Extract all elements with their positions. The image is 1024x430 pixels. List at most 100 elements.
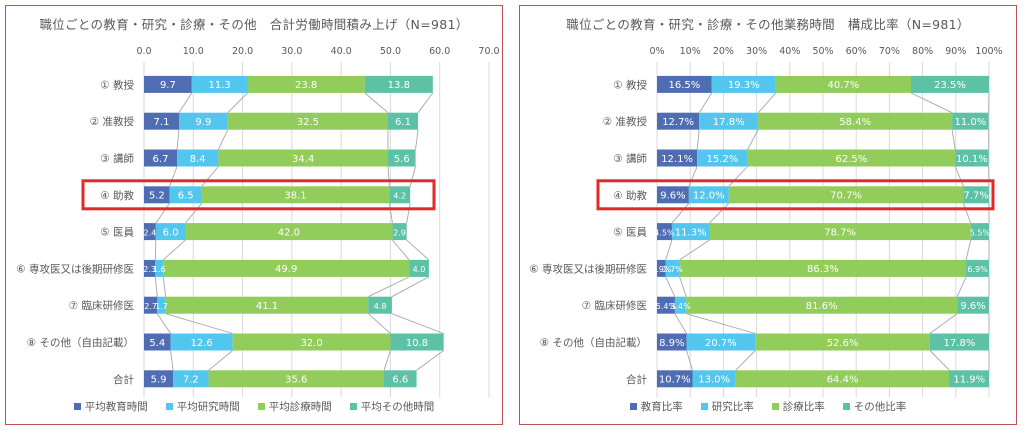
connector-line [709,202,730,224]
bar-clinical [775,75,911,93]
legend-label: その他比率 [853,401,907,413]
data-label: 8.9% [659,338,684,349]
connector-line [409,166,416,187]
bar-other [929,333,989,351]
data-label: 3.4% [670,302,691,311]
data-label: 9.9 [195,117,211,128]
data-label: 35.6 [285,375,307,386]
bar-other [970,223,989,241]
legend-label: 平均診療時間 [268,401,332,413]
data-label: 2.7% [662,265,683,274]
data-label: 15.2% [707,154,739,165]
data-label: 12.6 [191,338,213,349]
connector-line [155,203,170,224]
connector-line [176,129,180,150]
data-label: 6.0 [163,227,179,238]
connector-line [368,276,410,298]
connector-line [963,203,972,224]
data-label: 41.1 [256,301,278,312]
connector-line [671,203,690,224]
bar-other [368,296,392,314]
category-label: ⑥ 専攻医又は後期研修医 [529,262,647,275]
legend-label: 平均教育時間 [84,401,148,413]
category-label: ① 教授 [613,78,647,91]
x-tick-label: 80% [912,46,933,57]
connector-line [201,166,219,187]
connector-line [951,129,956,150]
connector-line [178,92,193,113]
category-label: ⑤ 医員 [100,227,134,239]
x-tick-label: 20% [713,46,734,57]
connector-line [686,350,693,371]
connector-line [910,92,953,114]
data-label: 4.8 [374,302,387,311]
legend-swatch [700,403,708,410]
bar-clinical [709,223,971,241]
connector-line [185,203,203,224]
category-label: ⑧ その他（自由記載） [540,336,647,349]
bar-research [692,370,736,388]
connector-line [665,239,673,261]
bar-clinical [208,370,385,388]
data-label: 58.4% [839,117,871,128]
bar-clinical [247,75,365,93]
data-label: 12.7% [662,117,694,128]
x-tick-label: 40.0 [331,46,352,57]
bar-other [390,333,444,351]
connector-line [417,92,434,113]
connector-line [665,276,676,297]
connector-line [162,276,167,297]
category-label: ④ 助教 [613,189,647,202]
bar-clinical [218,149,388,167]
legend-label: 診療比率 [782,401,825,413]
data-label: 1.7 [155,302,168,311]
connector-line [728,166,748,187]
data-label: 38.1 [284,191,306,202]
connector-line [929,350,950,371]
bar-research [699,112,759,130]
bar-research [686,333,756,351]
x-tick-label: 40% [779,46,800,57]
data-label: 10.7% [659,375,691,386]
bar-research [178,112,228,130]
x-tick-label: 70% [879,46,900,57]
category-label: ② 准教授 [90,115,135,128]
bar-education [657,112,700,130]
bar-research [155,259,164,277]
data-label: 1.6 [153,265,166,274]
connector-line [162,239,186,261]
bar-clinical [747,149,956,167]
bar-clinical [679,259,967,277]
data-label: 9.6% [660,191,685,202]
bar-education [657,370,693,388]
chart-legend: 教育比率 研究比率 診療比率 その他比率 [520,399,1016,414]
data-label: 5.4% [656,302,677,311]
x-tick-label: 70.0 [478,46,499,57]
connector-line [416,350,444,371]
category-label: ④ 助教 [100,189,134,202]
connector-line [674,313,687,334]
chart-title: 職位ごとの教育・研究・診療・その他業務時間 構成比率（N=981） [566,17,970,32]
data-label: 81.6% [806,301,838,312]
legend-item-research: 研究比率 [700,399,754,414]
data-label: 2.7 [144,302,157,311]
data-label: 5.2 [149,191,165,202]
bar-education [144,333,171,351]
connector-line [686,313,756,334]
data-label: 13.0% [698,375,730,386]
connector-line [965,239,972,261]
connector-line [747,129,759,150]
x-tick-label: 90% [945,46,966,57]
data-label: 4.5% [654,228,675,237]
category-label: ⑦ 臨床研修医 [582,299,647,312]
legend-label: 研究比率 [711,401,754,413]
data-label: 32.0 [300,338,322,349]
x-tick-label: 10% [680,46,701,57]
data-label: 7.7% [964,191,989,202]
legend-item-research: 平均研究時間 [165,399,240,414]
bar-education [657,75,712,93]
bar-research [170,333,233,351]
data-label: 49.9 [275,264,297,275]
bar-other [952,112,989,130]
data-label: 2.9 [393,228,406,237]
